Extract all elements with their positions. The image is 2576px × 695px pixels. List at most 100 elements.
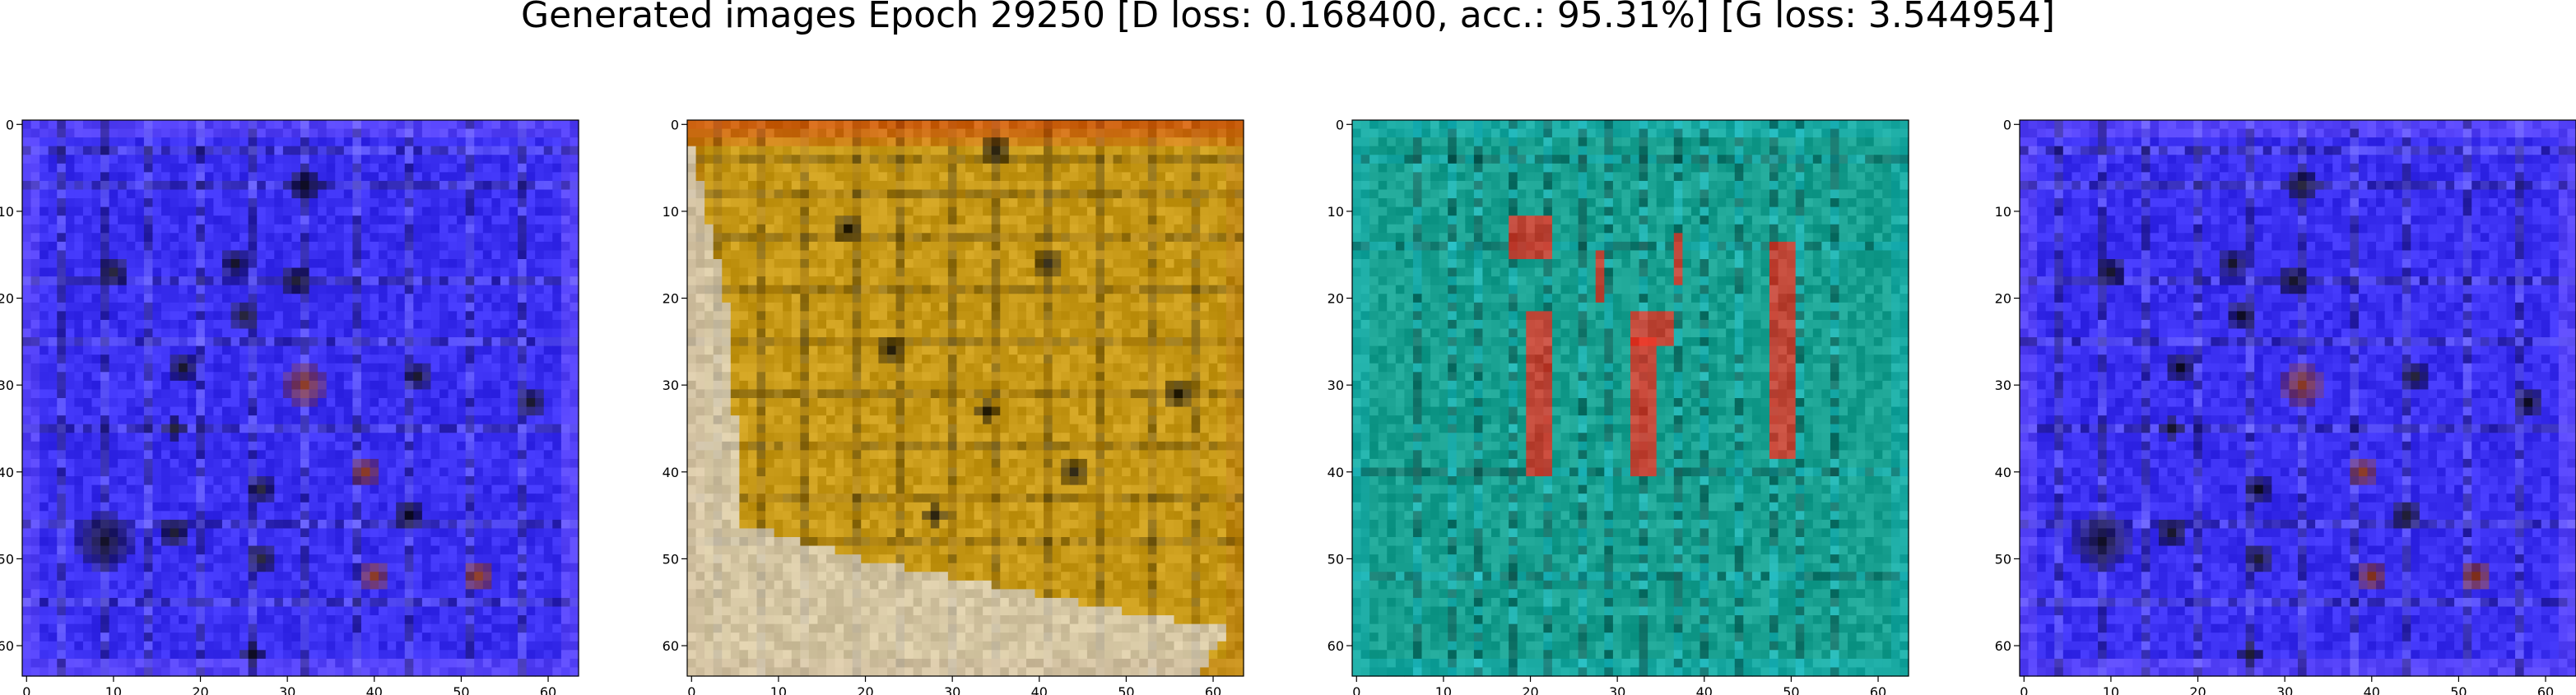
pixel — [57, 137, 67, 147]
pixel — [161, 189, 171, 199]
pixel — [40, 441, 49, 451]
pixel — [179, 528, 188, 538]
pixel — [204, 294, 214, 303]
pixel — [560, 528, 571, 538]
pixel — [491, 250, 501, 260]
pixel — [22, 311, 32, 321]
pixel — [100, 345, 110, 355]
pixel — [318, 650, 328, 660]
pixel — [318, 250, 328, 260]
pixel — [947, 189, 958, 199]
pixel — [230, 155, 240, 164]
pixel — [257, 606, 267, 616]
pixel — [457, 406, 467, 416]
pixel — [482, 519, 492, 530]
pixel — [161, 632, 171, 642]
pixel — [1025, 180, 1036, 191]
pixel — [509, 155, 518, 164]
pixel — [482, 615, 492, 625]
pixel — [221, 345, 232, 355]
pixel — [161, 623, 171, 633]
pixel — [204, 467, 214, 477]
pixel — [213, 285, 223, 294]
pixel — [118, 180, 128, 191]
pixel — [1069, 172, 1079, 182]
x-tick-label: 60 — [540, 684, 556, 695]
pixel — [135, 137, 145, 147]
pixel — [413, 450, 423, 460]
pixel — [257, 146, 267, 155]
pixel — [396, 380, 406, 391]
pixel — [40, 354, 49, 364]
pixel — [309, 545, 319, 555]
pixel — [143, 572, 154, 581]
pixel — [309, 632, 319, 642]
pixel — [91, 311, 101, 321]
pixel — [535, 537, 545, 547]
pixel — [248, 511, 258, 521]
pixel — [282, 580, 293, 590]
pixel — [379, 597, 388, 608]
pixel — [543, 415, 553, 425]
pixel — [360, 137, 371, 147]
pixel — [239, 623, 249, 633]
pixel — [152, 658, 162, 669]
pixel — [309, 311, 319, 321]
pixel — [448, 285, 458, 294]
pixel — [152, 380, 162, 391]
pixel — [82, 233, 93, 243]
pixel — [282, 615, 293, 625]
pixel — [1113, 146, 1123, 155]
pixel — [221, 650, 232, 660]
pixel — [126, 511, 136, 521]
pixel — [204, 285, 214, 294]
pixel — [421, 224, 432, 234]
pixel — [170, 589, 179, 599]
pixel — [570, 484, 579, 494]
pixel — [300, 198, 310, 208]
pixel — [161, 476, 171, 486]
pixel — [826, 163, 836, 173]
pixel — [282, 632, 293, 642]
pixel — [282, 311, 293, 321]
pixel — [82, 285, 93, 294]
pixel — [448, 537, 458, 547]
pixel — [430, 632, 440, 642]
pixel — [22, 285, 32, 294]
pixel — [274, 658, 284, 669]
pixel — [991, 180, 1001, 191]
pixel — [100, 354, 110, 364]
pixel — [956, 233, 966, 243]
pixel — [1165, 180, 1175, 191]
pixel — [379, 406, 388, 416]
pixel — [170, 363, 179, 373]
pixel — [1208, 137, 1218, 147]
pixel — [318, 441, 328, 451]
pixel — [100, 311, 110, 321]
pixel — [1025, 215, 1036, 225]
pixel — [118, 415, 128, 425]
pixel — [343, 250, 353, 260]
pixel — [318, 285, 328, 294]
pixel — [161, 424, 171, 433]
pixel — [161, 589, 171, 599]
pixel — [370, 493, 379, 503]
pixel — [965, 180, 975, 191]
pixel — [152, 345, 162, 355]
pixel — [465, 476, 475, 486]
pixel — [30, 319, 40, 330]
pixel — [1069, 224, 1079, 234]
pixel — [474, 250, 484, 260]
pixel — [109, 206, 119, 216]
pixel — [695, 224, 705, 234]
pixel — [309, 615, 319, 625]
pixel — [570, 363, 579, 373]
pixel — [161, 163, 171, 173]
pixel — [300, 615, 310, 625]
pixel — [713, 137, 723, 147]
pixel — [100, 623, 110, 633]
pixel — [844, 189, 853, 199]
pixel — [213, 155, 223, 164]
pixel — [1208, 198, 1218, 208]
pixel — [65, 311, 75, 321]
